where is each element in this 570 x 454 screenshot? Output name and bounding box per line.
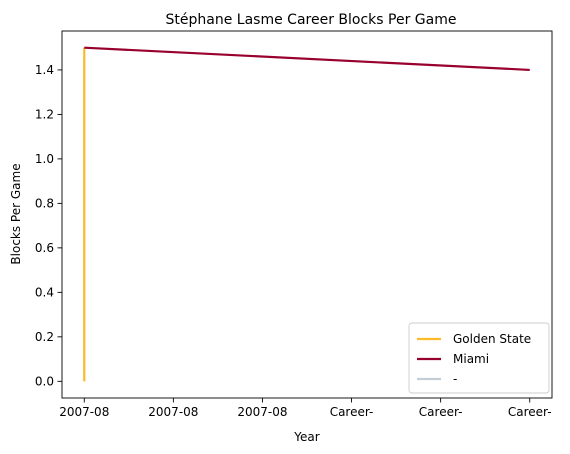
legend-label-1: Miami [453, 352, 489, 366]
legend-label-0: Golden State [453, 332, 531, 346]
y-tick-label: 0.6 [35, 241, 54, 255]
series-layer [83, 46, 530, 382]
y-tick-label: 0.0 [35, 375, 54, 389]
x-tick-label: 2007-08 [237, 405, 287, 419]
x-tick-label: Career- [419, 405, 463, 419]
series-line-1 [84, 46, 530, 72]
legend-label-2: - [453, 372, 457, 386]
y-tick-label: 1.2 [35, 108, 54, 122]
plot-frame [61, 30, 553, 399]
legend: Golden State Miami - [408, 322, 550, 394]
legend-box [408, 322, 550, 394]
x-axis-label: Year [293, 430, 319, 444]
x-tick-label: Career- [330, 405, 374, 419]
y-tick-label: 1.4 [35, 63, 54, 77]
x-tick-label: 2007-08 [148, 405, 198, 419]
y-axis: 0.0 0.2 0.4 0.6 0.8 1.0 1.2 1.4 [35, 63, 62, 389]
y-axis-label: Blocks Per Game [9, 163, 23, 264]
y-tick-label: 1.0 [35, 152, 54, 166]
x-tick-label: 2007-08 [59, 405, 109, 419]
y-tick-label: 0.4 [35, 286, 54, 300]
y-tick-label: 0.2 [35, 330, 54, 344]
chart-title: Stéphane Lasme Career Blocks Per Game [166, 12, 457, 28]
x-tick-label: Career- [508, 405, 552, 419]
x-axis: 2007-08 2007-08 2007-08 Career- Career- Caree… [59, 398, 552, 419]
y-tick-label: 0.8 [35, 197, 54, 211]
